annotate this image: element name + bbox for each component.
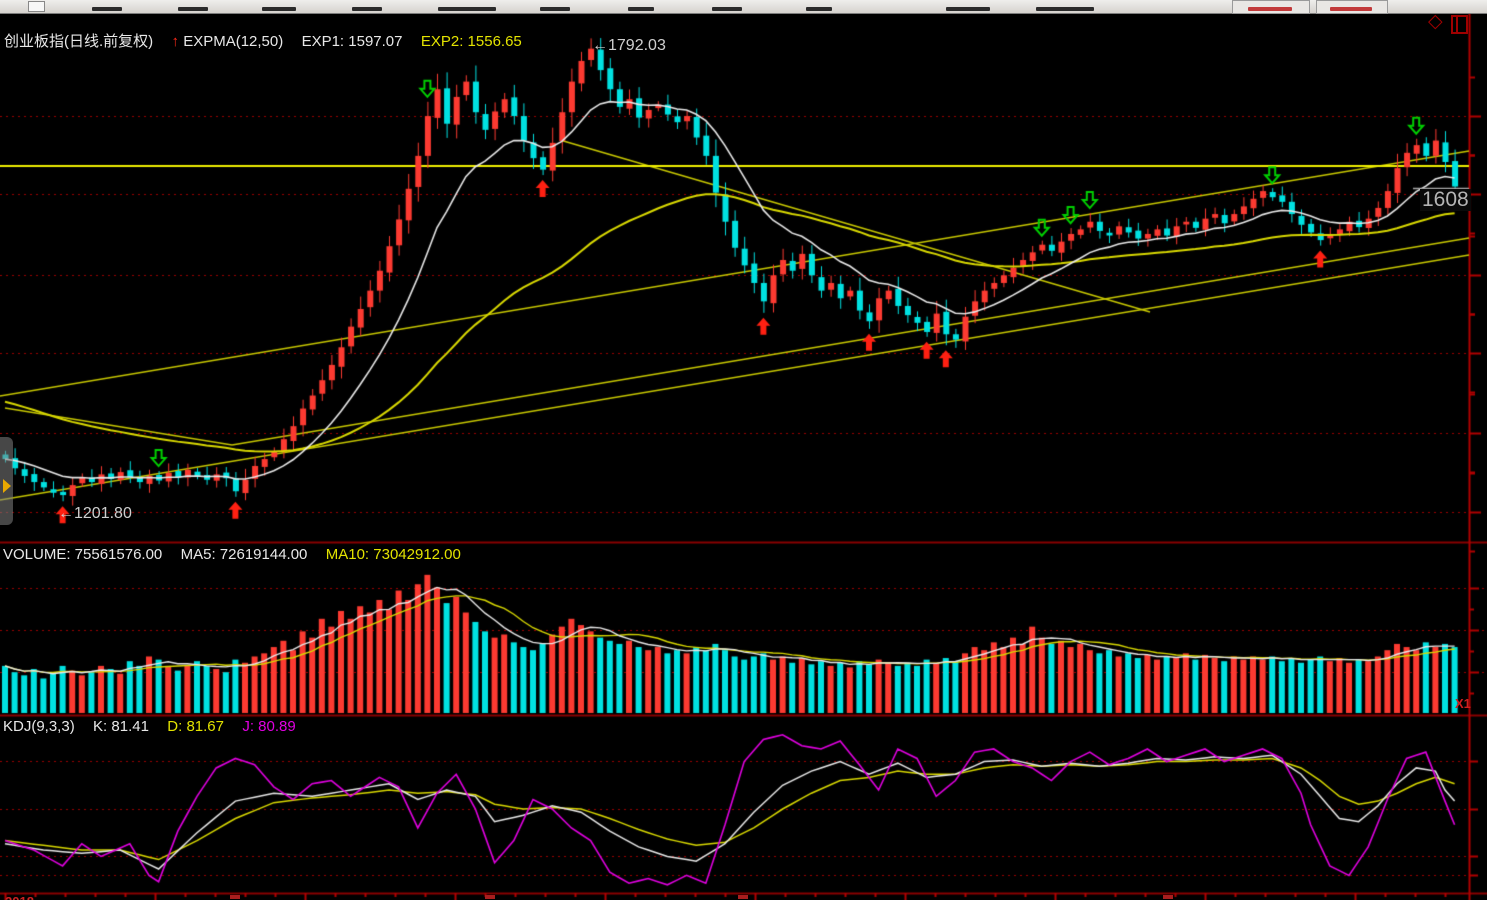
menu-item-sliver[interactable] [92,7,122,11]
menu-item-sliver[interactable] [262,7,296,11]
menu-item-sliver[interactable] [540,7,570,11]
expand-arrow-icon [3,479,11,493]
peak-annotation: ←1792.03 [592,37,666,55]
volume-ma10-value: MA10: 73042912.00 [325,546,461,563]
side-panel-tab[interactable] [0,437,13,525]
trough-arrow-icon: ← [58,505,74,522]
volume-ma5-value: MA5: 72619144.00 [180,546,308,563]
x-axis-label-sliver [485,895,495,899]
menu-hot-label-sliver [1330,7,1372,11]
kdj-j-value: J: 80.89 [242,718,296,735]
exp1-value: EXP1: 1597.07 [301,33,403,50]
symbol-title: 创业板指(日线.前复权) [4,33,154,50]
trend-up-arrow-icon: ↑ [171,33,180,50]
split-pane-icon[interactable] [1451,15,1468,34]
x-axis-year-label: 2018 [5,894,34,900]
menu-item-sliver[interactable] [712,7,742,11]
volume-pane-header: VOLUME: 75561576.00 MA5: 72619144.00 MA1… [3,546,461,563]
menu-item-sliver[interactable] [806,7,832,11]
peak-price: 1792.03 [608,37,666,54]
menu-hot-label-sliver [1248,7,1292,11]
app-logo-icon [28,1,45,12]
kdj-pane-header: KDJ(9,3,3) K: 81.41 D: 81.67 J: 80.89 [3,718,296,735]
menu-item-sliver[interactable] [178,7,208,11]
x-axis-label-sliver [230,895,240,899]
x-axis-label-sliver [1163,895,1173,899]
volume-value: VOLUME: 75561576.00 [3,546,163,563]
volume-pane-corner-label[interactable]: X1 [1455,696,1471,711]
menu-item-sliver[interactable] [946,7,990,11]
kdj-name[interactable]: KDJ(9,3,3) [3,718,75,735]
trough-annotation: ←1201.80 [58,505,132,523]
menu-item-sliver[interactable] [352,7,382,11]
exp2-value: EXP2: 1556.65 [420,33,522,50]
menu-item-sliver[interactable] [438,7,496,11]
last-price-label: 1608 [1420,188,1471,211]
menu-item-sliver[interactable] [1036,7,1094,11]
menu-bar[interactable] [0,0,1487,14]
peak-arrow-icon: ← [592,37,608,54]
main-chart-header: 创业板指(日线.前复权) ↑ EXPMA(12,50) EXP1: 1597.0… [4,30,522,51]
diamond-marker-icon[interactable]: ◇ [1428,11,1443,32]
menu-item-sliver[interactable] [628,7,654,11]
indicator-name[interactable]: EXPMA(12,50) [183,33,284,50]
kdj-d-value: D: 81.67 [167,718,224,735]
trough-price: 1201.80 [74,505,132,522]
kdj-k-value: K: 81.41 [93,718,149,735]
x-axis-label-sliver [738,895,748,899]
